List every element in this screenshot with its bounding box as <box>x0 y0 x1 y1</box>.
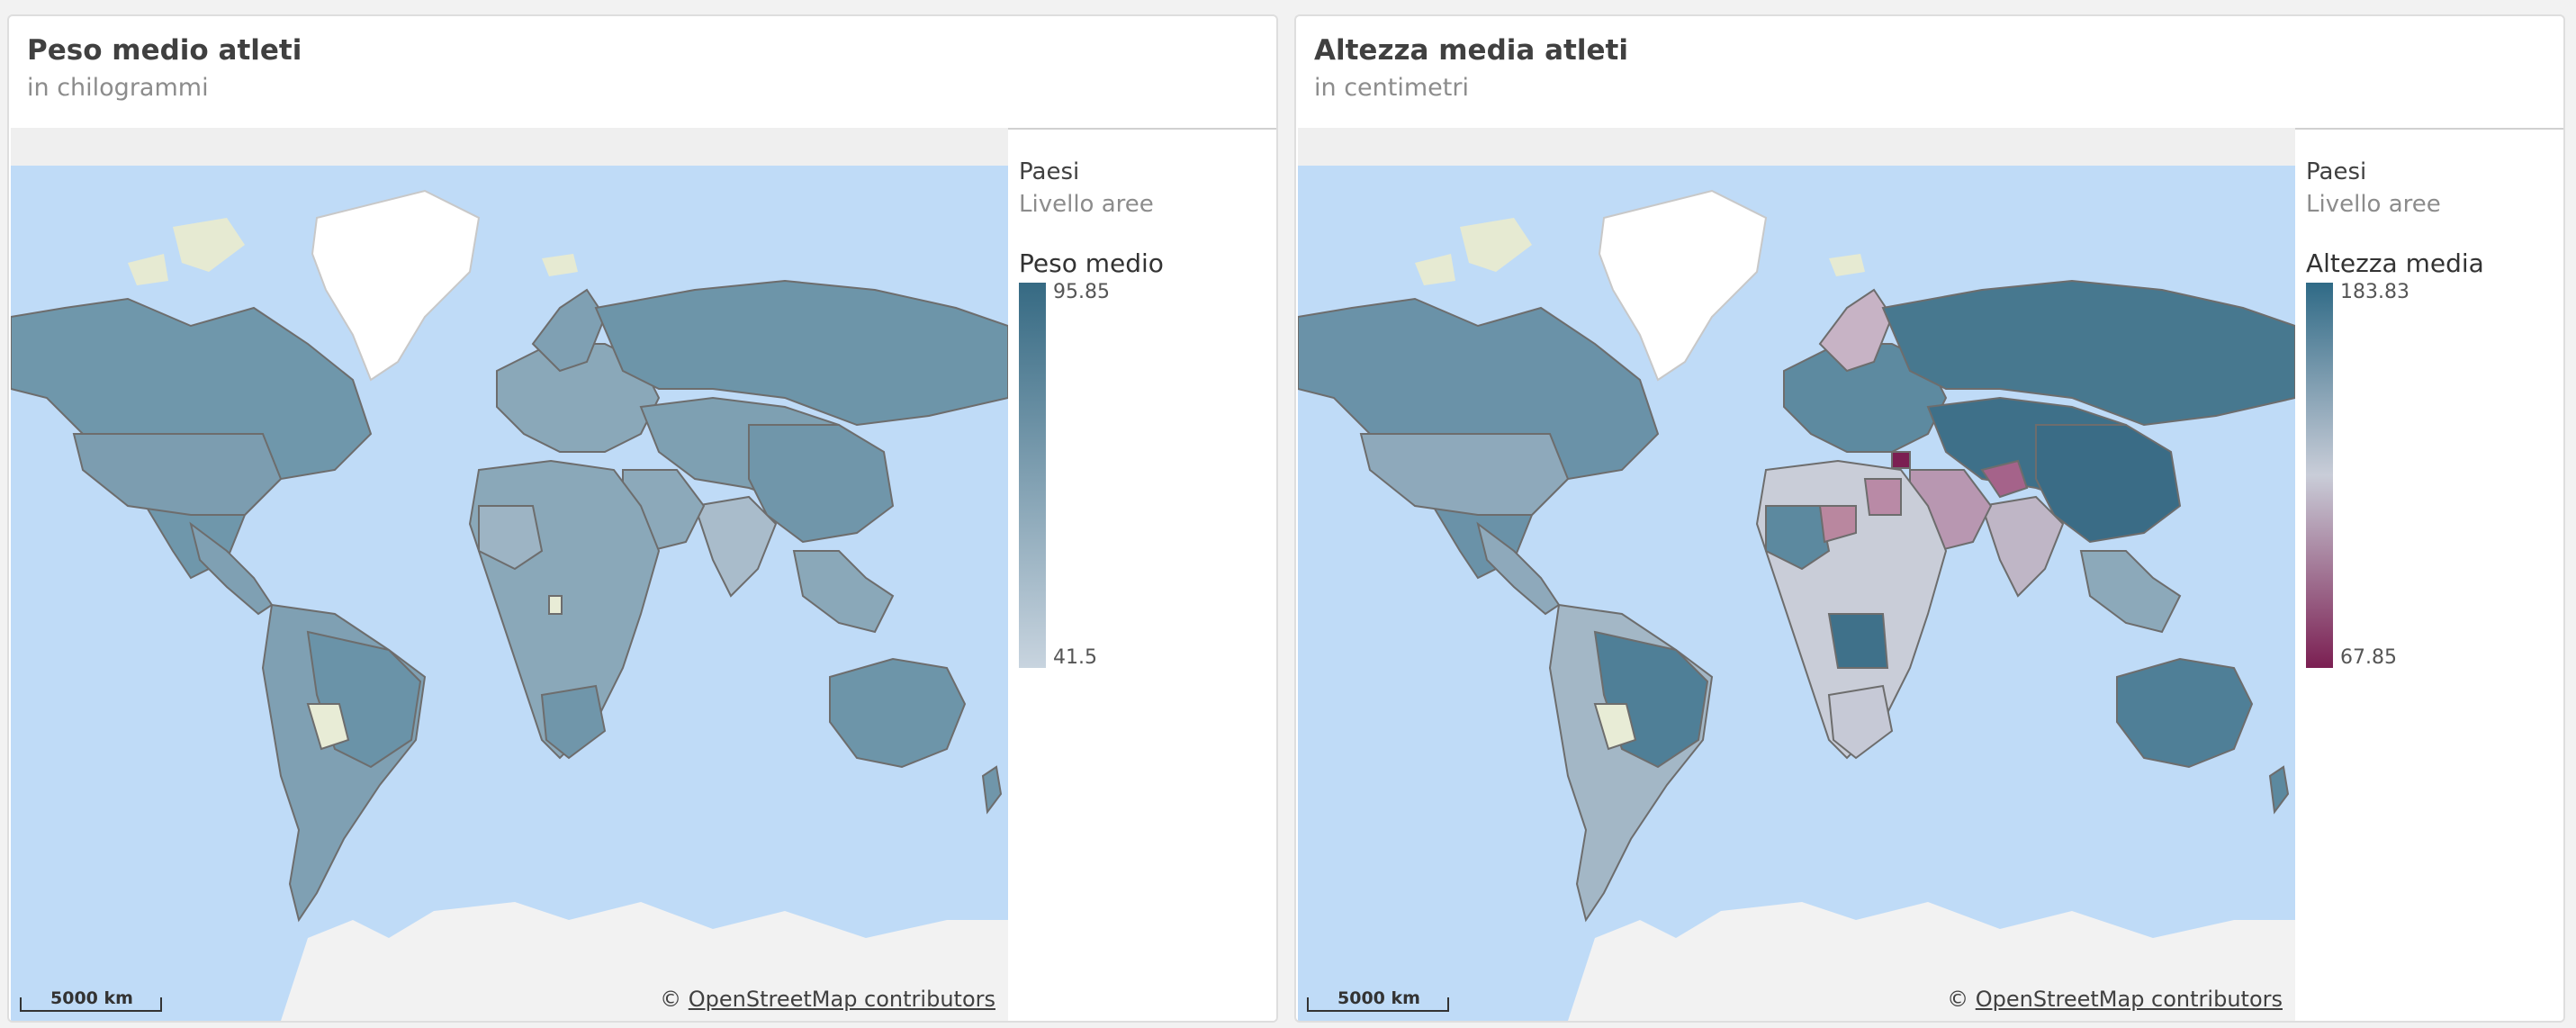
india-region <box>1980 495 2065 598</box>
map-attribution: © OpenStreetMap contributors <box>660 987 995 1012</box>
legend-min-label: 41.5 <box>1053 646 1097 669</box>
legend-measure-title: Altezza media <box>2306 248 2484 278</box>
central-america-region <box>1476 521 1561 616</box>
usa-region <box>1359 433 1570 516</box>
legend-dimension-title: Paesi <box>2306 158 2367 185</box>
panel-subtitle: in chilogrammi <box>27 74 209 102</box>
legend-dimension-title: Paesi <box>1019 158 1080 185</box>
greenland-region <box>311 189 481 382</box>
world-map[interactable] <box>1298 128 2295 1021</box>
russia-region <box>1881 279 2295 427</box>
osm-contributors-link[interactable]: OpenStreetMap contributors <box>688 987 995 1012</box>
congo-region <box>1827 613 1889 669</box>
afghanistan-region <box>1980 459 2029 499</box>
world-map[interactable] <box>11 128 1008 1021</box>
map-legend: Paesi Livello aree Altezza media 183.83 … <box>2295 128 2563 1021</box>
south-africa-region <box>540 684 607 760</box>
panel-subtitle: in centimetri <box>1314 74 1469 102</box>
map-top-band <box>11 128 1008 166</box>
legend-measure-title: Peso medio <box>1019 248 1164 278</box>
osm-contributors-link[interactable]: OpenStreetMap contributors <box>1975 987 2283 1012</box>
map-canvas[interactable]: 5000 km © OpenStreetMap contributors <box>1298 128 2295 1021</box>
legend-dimension-subtitle: Livello aree <box>1019 191 1154 218</box>
new-zealand-region <box>981 765 1003 815</box>
scale-bar <box>1307 997 1449 1012</box>
southeast-asia-region <box>2079 550 2182 634</box>
india-region <box>693 495 778 598</box>
map-top-band <box>1298 128 2295 166</box>
map-canvas[interactable]: 5000 km © OpenStreetMap contributors <box>11 128 1008 1021</box>
bolivia-region <box>306 703 350 751</box>
china-region <box>2035 424 2182 544</box>
attribution-prefix: © <box>1947 987 1969 1012</box>
scale-label: 5000 km <box>50 988 133 1008</box>
map-attribution: © OpenStreetMap contributors <box>1947 987 2283 1012</box>
antarctica-region <box>281 902 1008 1021</box>
syria-region <box>1891 451 1911 469</box>
panel-title: Altezza media atleti <box>1314 34 1628 67</box>
attribution-prefix: © <box>660 987 682 1012</box>
new-zealand-region <box>2268 765 2290 815</box>
australia-region <box>829 657 967 769</box>
scale-label: 5000 km <box>1338 988 1420 1008</box>
central-america-region <box>189 521 274 616</box>
bolivia-region <box>1593 703 1637 751</box>
niger-region <box>1818 505 1857 544</box>
antarctica-region <box>1568 902 2295 1021</box>
legend-color-gradient <box>2306 283 2333 668</box>
legend-max-label: 95.85 <box>1053 281 1110 303</box>
legend-max-label: 183.83 <box>2340 281 2409 303</box>
legend-color-gradient <box>1019 283 1046 668</box>
legend-min-label: 67.85 <box>2340 646 2397 669</box>
panel-title: Peso medio atleti <box>27 34 302 67</box>
russia-region <box>594 279 1008 427</box>
australia-region <box>2116 657 2254 769</box>
map-legend: Paesi Livello aree Peso medio 95.85 41.5 <box>1008 128 1276 1021</box>
map-panel-height: Altezza media atleti in centimetri <box>1294 14 2565 1023</box>
southeast-asia-region <box>792 550 895 634</box>
greenland-region <box>1598 189 1768 382</box>
gabon-region <box>548 595 563 615</box>
south-africa-region <box>1827 684 1894 760</box>
libya-region <box>1863 478 1902 516</box>
usa-region <box>72 433 283 516</box>
china-region <box>748 424 895 544</box>
west-africa-region <box>1765 505 1831 571</box>
west-africa-region <box>478 505 544 571</box>
legend-dimension-subtitle: Livello aree <box>2306 191 2441 218</box>
scale-bar <box>20 997 162 1012</box>
map-panel-weight: Peso medio atleti in chilogrammi <box>7 14 1278 1023</box>
